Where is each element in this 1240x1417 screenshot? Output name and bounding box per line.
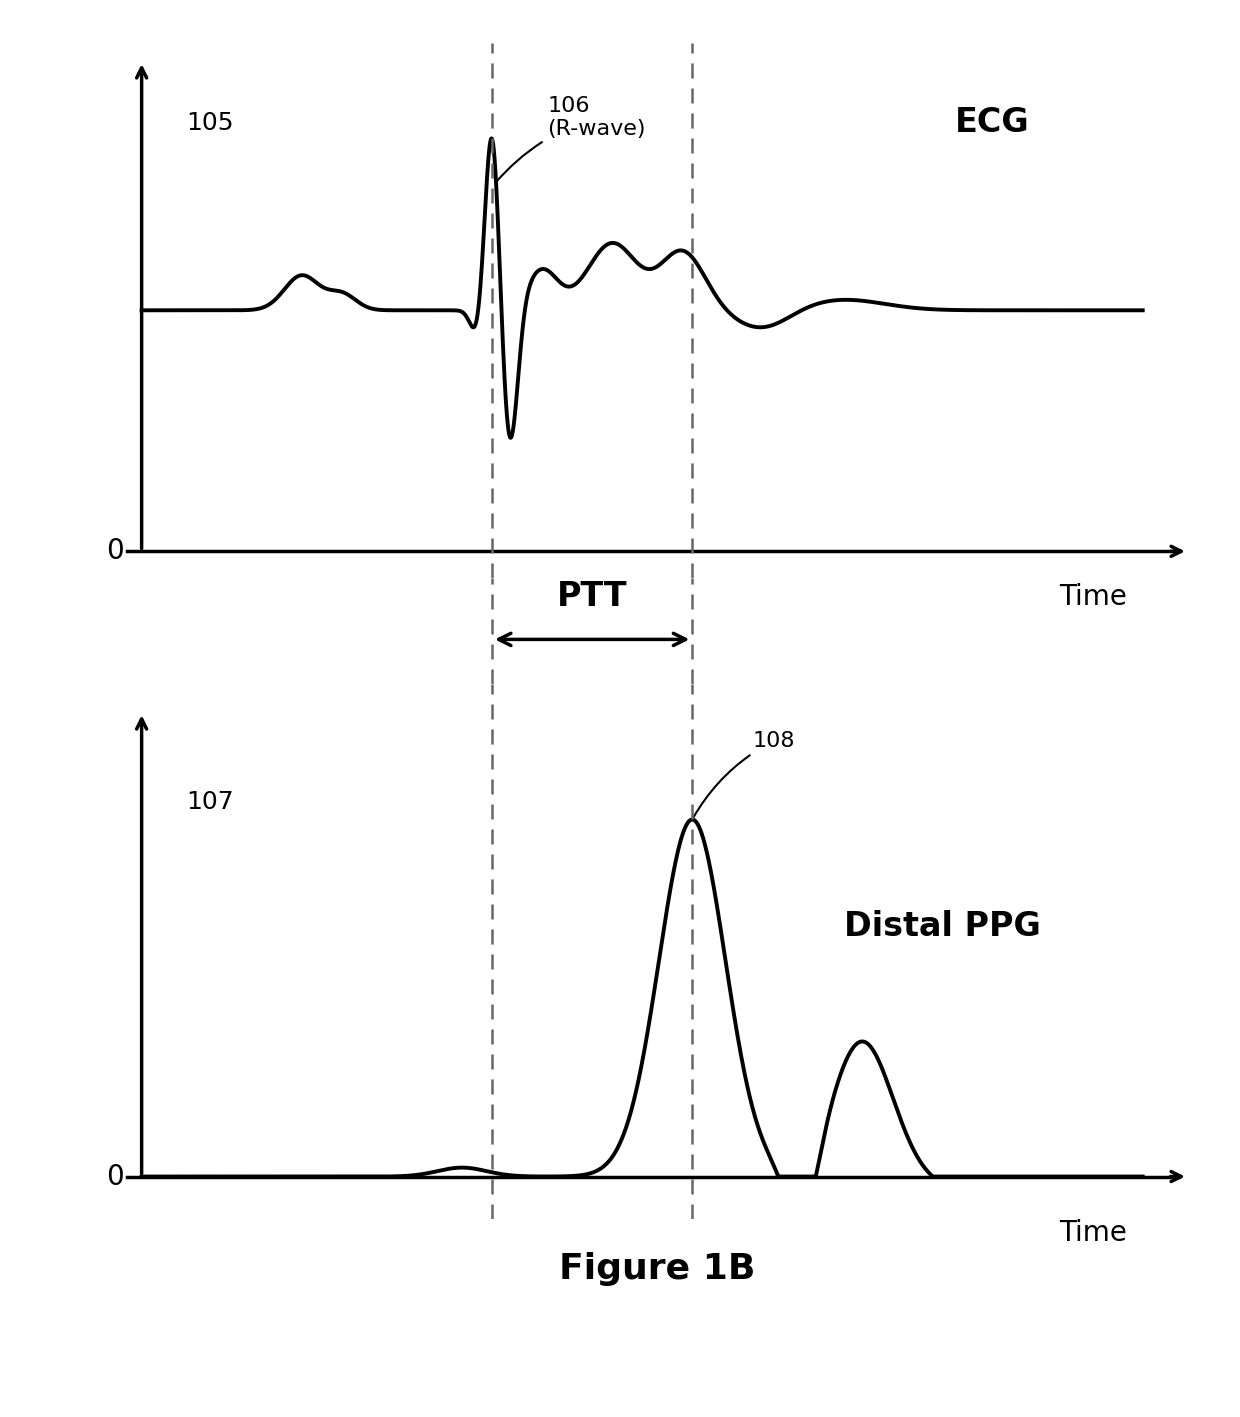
Text: Distal PPG: Distal PPG — [844, 910, 1040, 944]
Text: 106
(R-wave): 106 (R-wave) — [496, 96, 646, 183]
Text: PTT: PTT — [557, 580, 627, 614]
Text: 105: 105 — [187, 111, 234, 135]
Text: ECG: ECG — [955, 106, 1030, 139]
Text: 108: 108 — [693, 731, 795, 818]
Text: Time: Time — [1059, 1220, 1127, 1247]
Text: 0: 0 — [105, 537, 124, 565]
Text: Figure 1B: Figure 1B — [559, 1251, 755, 1285]
Text: Time: Time — [1059, 584, 1127, 612]
Text: 0: 0 — [105, 1162, 124, 1190]
Text: 107: 107 — [187, 789, 234, 813]
